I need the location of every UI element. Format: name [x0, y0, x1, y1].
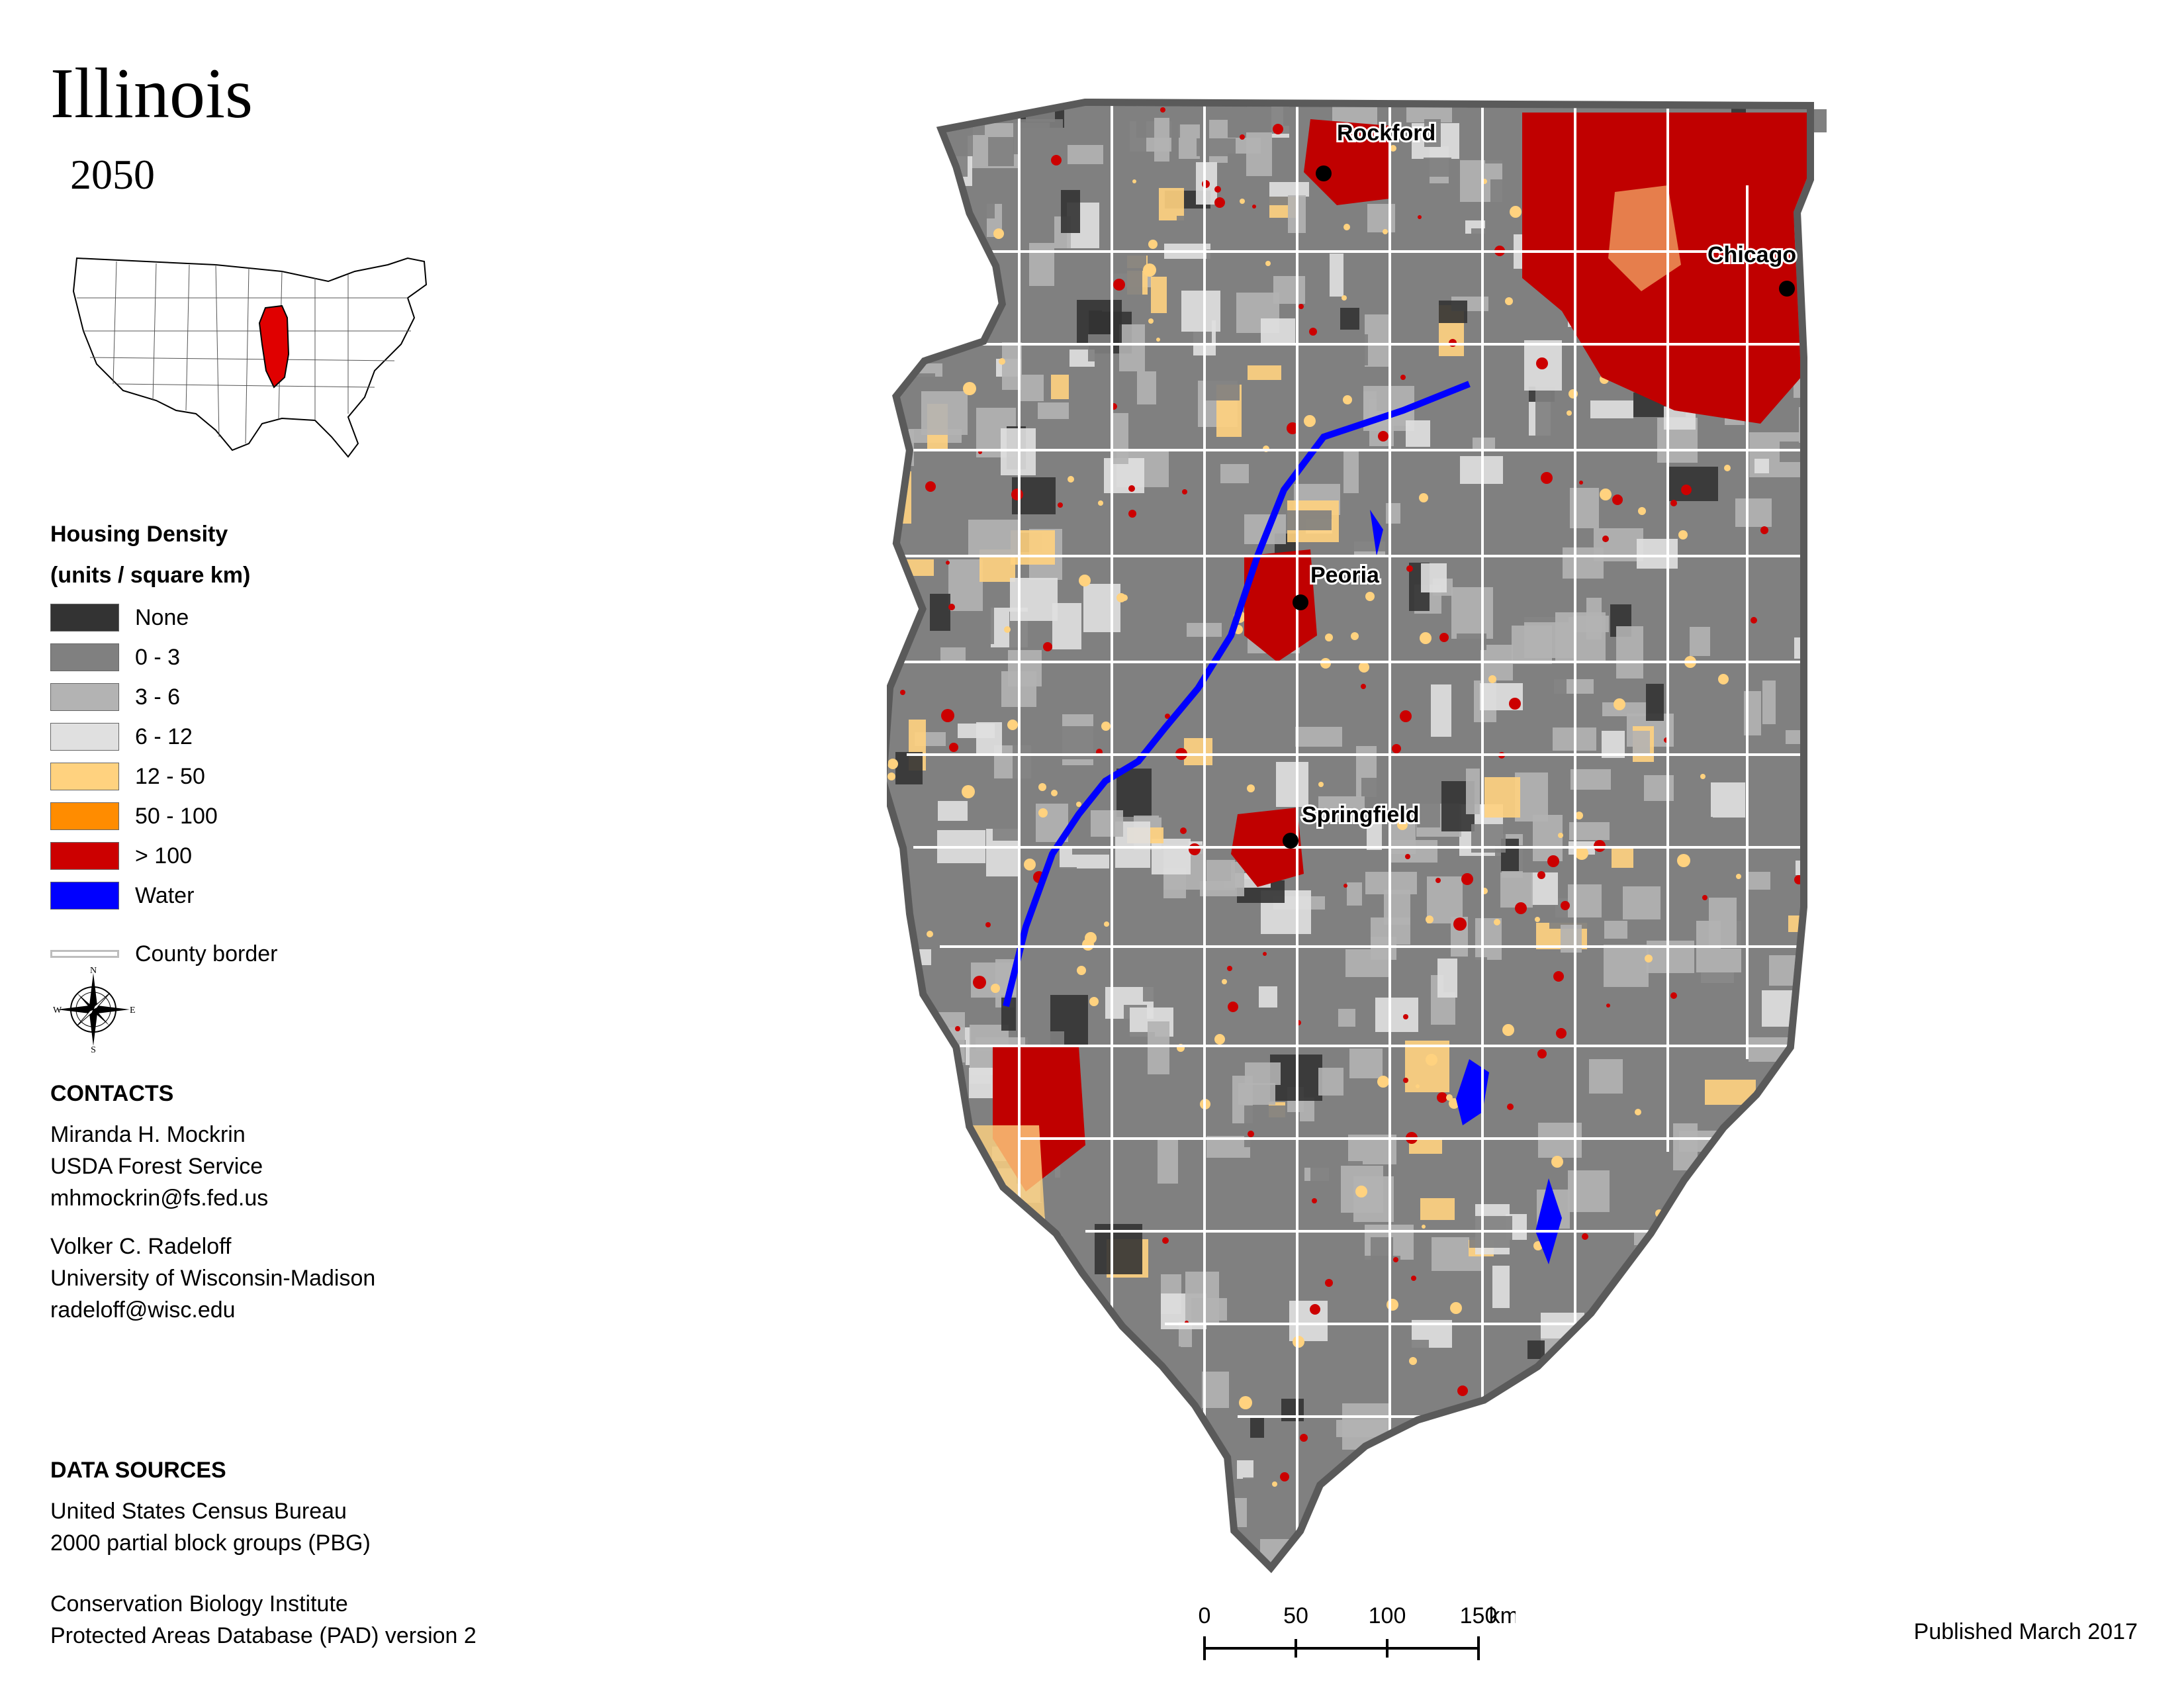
scale-tick-100: 100 [1369, 1603, 1406, 1628]
data-sources-heading: DATA SOURCES [50, 1458, 226, 1483]
peoria-marker [1293, 594, 1308, 610]
contacts-heading: CONTACTS [50, 1081, 174, 1106]
legend-label: 0 - 3 [135, 645, 181, 670]
legend-swatch [50, 604, 119, 632]
legend-item: > 100 [50, 841, 192, 871]
legend-item-county-border: County border [50, 939, 277, 969]
legend-label: 3 - 6 [135, 684, 181, 710]
legend-title: Housing Density [50, 522, 228, 547]
contact2-email: radeloff@wisc.edu [50, 1297, 236, 1323]
compass-rose-icon: N S W E [53, 966, 136, 1053]
rend-lake [1535, 1178, 1562, 1264]
peoria-metro-area [1244, 549, 1317, 662]
source1-line2: 2000 partial block groups (PBG) [50, 1530, 371, 1556]
source2-line1: Conservation Biology Institute [50, 1591, 348, 1617]
lake-shelbyville [1456, 1059, 1489, 1125]
us-outline [72, 257, 428, 458]
contact1-org: USDA Forest Service [50, 1154, 263, 1179]
legend-item: 12 - 50 [50, 761, 205, 792]
legend-units: (units / square km) [50, 563, 251, 588]
legend-item: Water [50, 880, 194, 911]
legend-item: 0 - 3 [50, 642, 180, 673]
legend-swatch [50, 842, 119, 870]
legend-item: None [50, 602, 189, 633]
contact1-name: Miranda H. Mockrin [50, 1122, 246, 1147]
scale-unit: km [1489, 1603, 1516, 1628]
map-subtitle: 2050 [70, 151, 155, 198]
legend-item: 50 - 100 [50, 801, 218, 831]
legend-label: None [135, 605, 189, 630]
map-title: Illinois [50, 54, 253, 133]
illinois-housing-density-map: Rockford Chicago Peoria Springfield [887, 93, 1827, 1589]
legend-label: 6 - 12 [135, 724, 193, 749]
chicago-marker [1779, 281, 1795, 297]
legend-swatch [50, 763, 119, 790]
legend-label: 12 - 50 [135, 764, 205, 789]
scale-tick-150: 150 [1460, 1603, 1498, 1628]
compass-n: N [90, 966, 97, 976]
legend-label: 50 - 100 [135, 804, 218, 829]
rockford-label: Rockford [1337, 120, 1435, 146]
density-layer [887, 106, 1807, 1562]
legend-swatch [50, 723, 119, 751]
legend-item: 3 - 6 [50, 682, 180, 712]
legend-item: 6 - 12 [50, 722, 193, 752]
legend-swatch [50, 802, 119, 830]
rockford-marker [1316, 165, 1332, 181]
county-border-swatch [50, 950, 119, 958]
source1-line1: United States Census Bureau [50, 1499, 347, 1524]
source2-line2: Protected Areas Database (PAD) version 2 [50, 1623, 477, 1648]
legend-swatch [50, 882, 119, 910]
scale-bar: 0 50 100 150 km [1199, 1603, 1516, 1660]
published-date: Published March 2017 [1913, 1619, 2138, 1644]
rockford-metro-area [1304, 119, 1390, 205]
legend-swatch [50, 683, 119, 711]
springfield-label: Springfield [1302, 802, 1420, 827]
contact2-name: Volker C. Radeloff [50, 1234, 232, 1259]
peoria-label: Peoria [1310, 563, 1380, 588]
us-locator-map [72, 257, 428, 458]
compass-w: W [53, 1006, 62, 1015]
scale-tick-50: 50 [1283, 1603, 1308, 1628]
chicago-label: Chicago [1707, 242, 1796, 267]
legend-label: Water [135, 883, 195, 908]
legend-label: > 100 [135, 843, 193, 868]
scale-tick-0: 0 [1199, 1603, 1211, 1628]
springfield-marker [1283, 833, 1298, 849]
compass-s: S [91, 1045, 96, 1053]
legend-label: County border [135, 941, 278, 966]
contact1-email: mhmockrin@fs.fed.us [50, 1186, 269, 1211]
legend-swatch [50, 643, 119, 671]
county-borders [887, 106, 1807, 1549]
contact2-org: University of Wisconsin-Madison [50, 1266, 376, 1291]
illinois-highlight [258, 305, 290, 389]
compass-e: E [130, 1006, 136, 1015]
